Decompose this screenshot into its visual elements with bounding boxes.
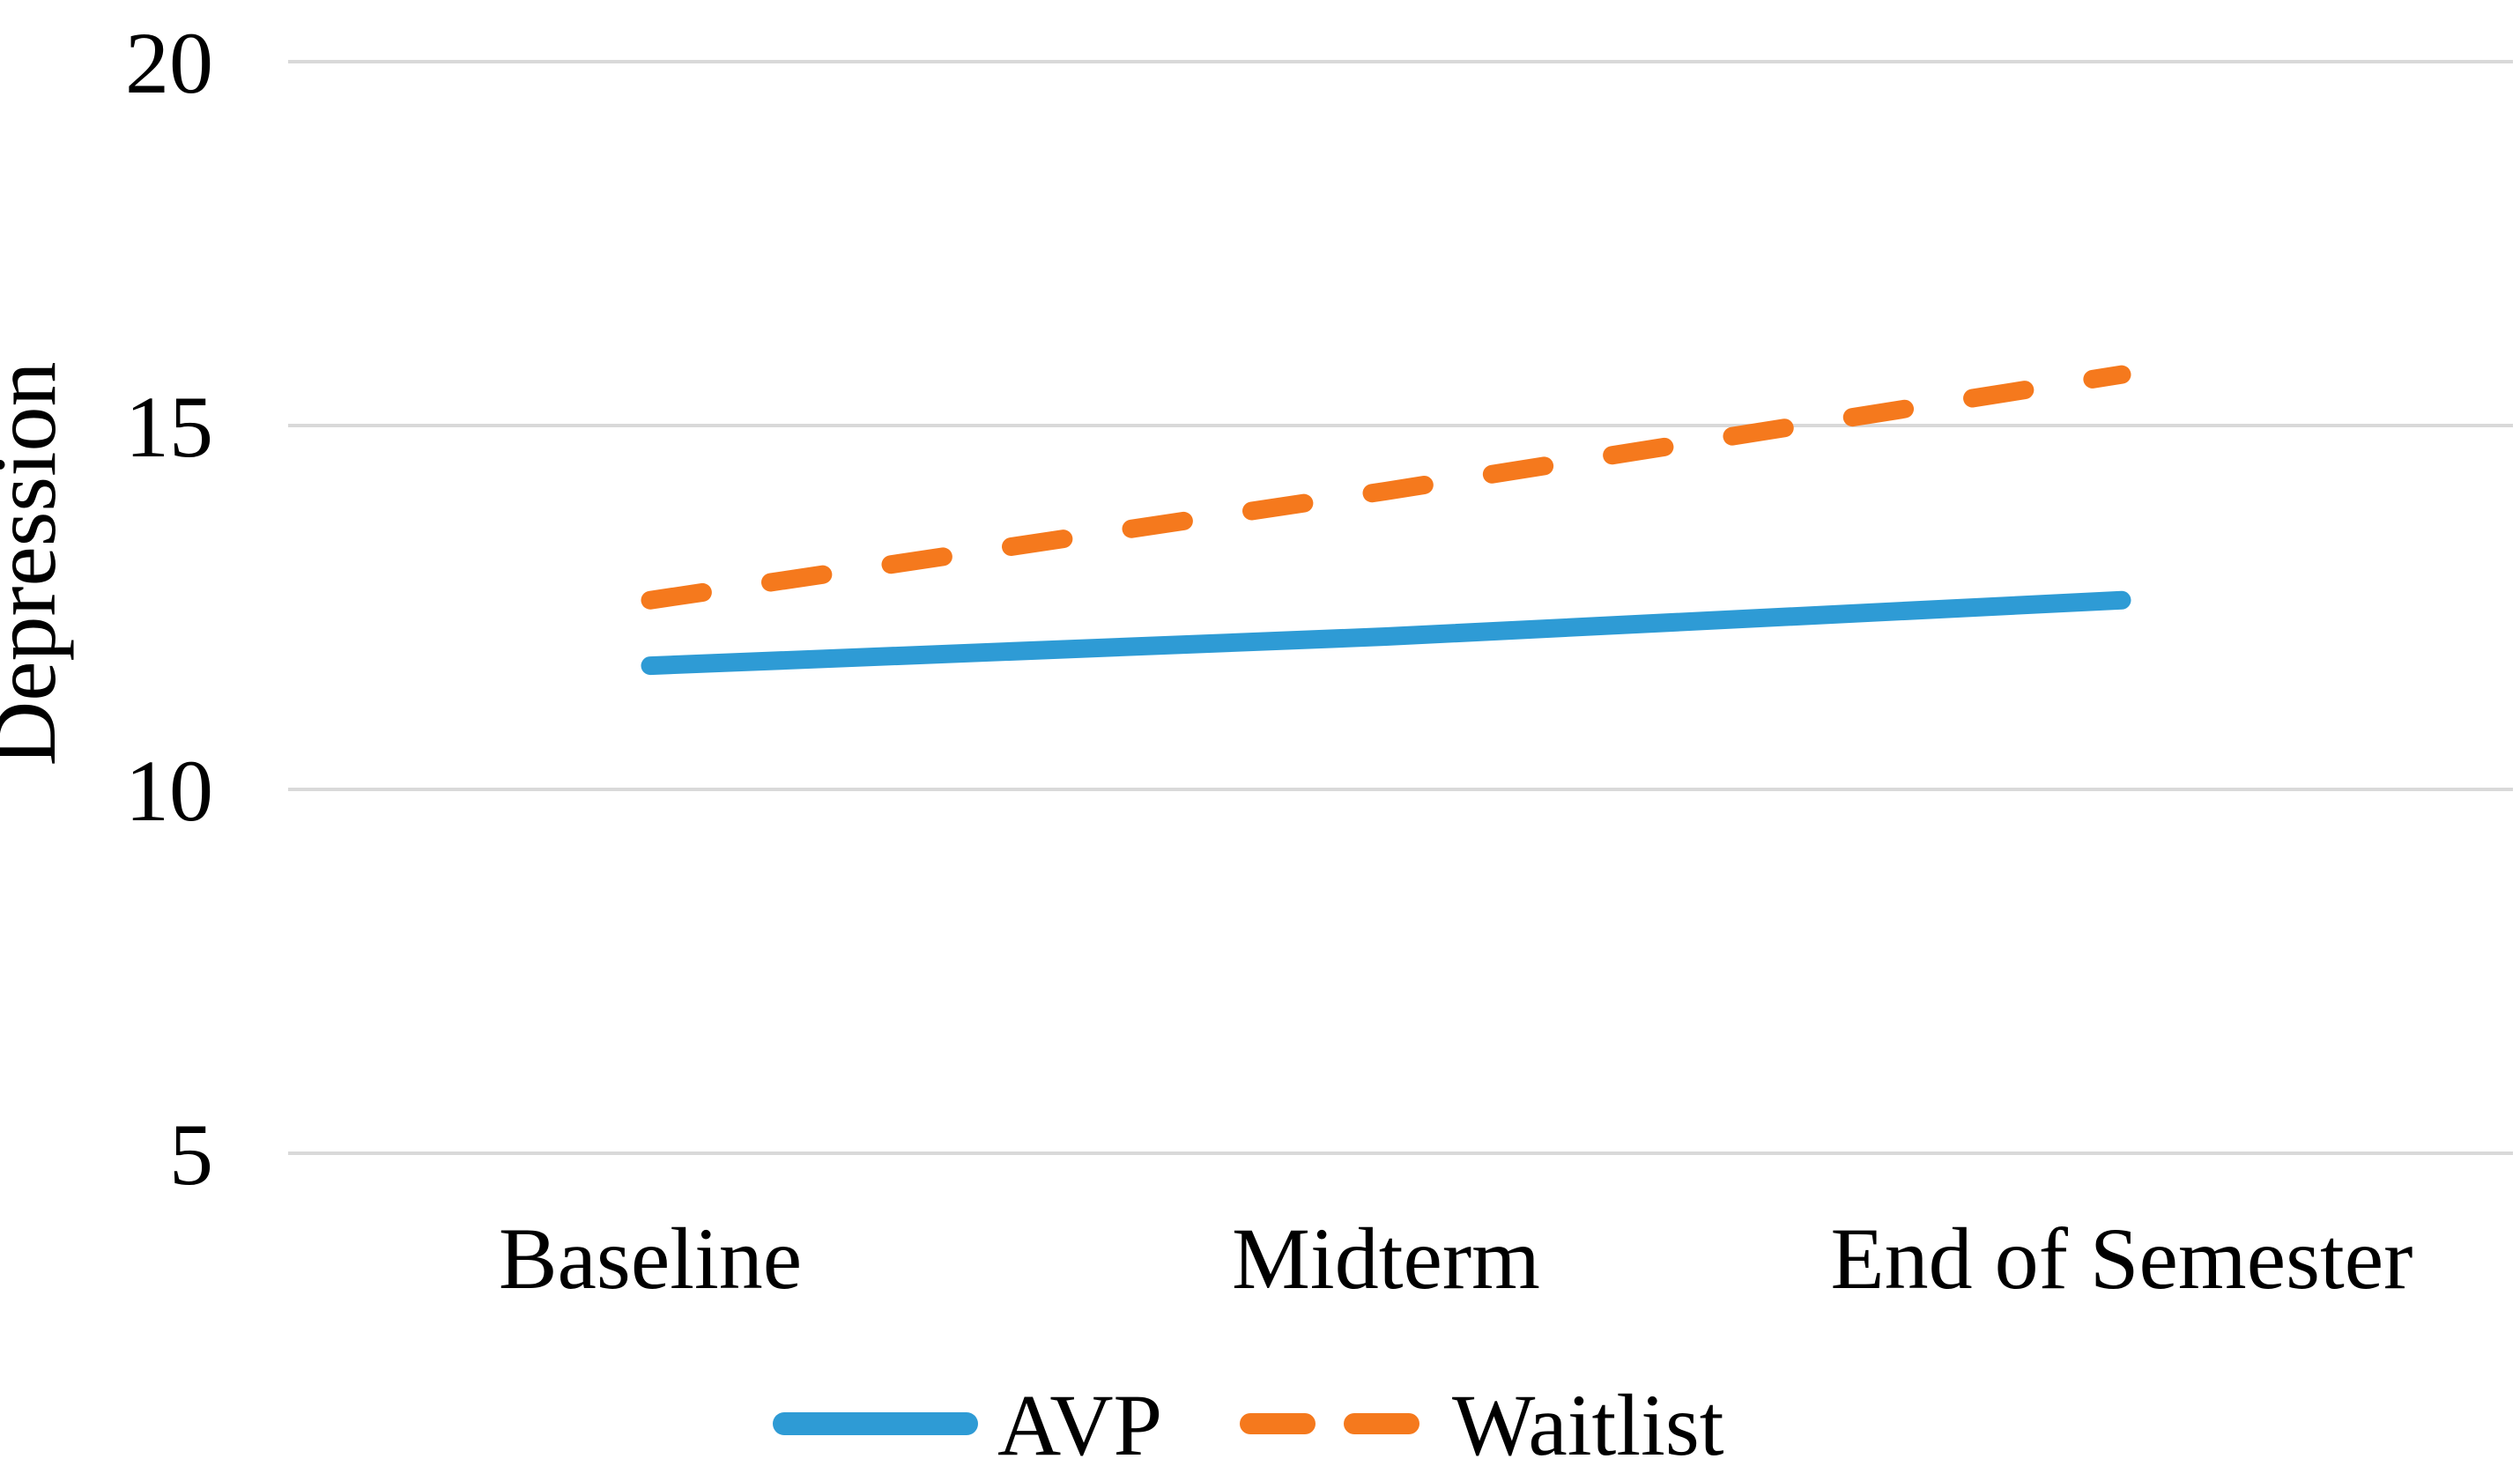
x-category-label: End of Semester	[1831, 1210, 2413, 1307]
y-tick-label: 15	[125, 378, 213, 476]
legend-label-waitlist: Waitlist	[1452, 1376, 1724, 1474]
x-category-label: Midterm	[1232, 1210, 1540, 1307]
y-tick-label: 5	[169, 1106, 213, 1203]
y-axis-title: Depression	[0, 362, 75, 766]
series-line-waitlist	[641, 365, 2131, 610]
x-category-label: Baseline	[499, 1210, 802, 1307]
series-line-avp	[641, 590, 2131, 676]
y-tick-label: 20	[125, 14, 213, 112]
y-tick-label: 10	[125, 742, 213, 840]
legend-label-avp: AVP	[997, 1376, 1162, 1474]
